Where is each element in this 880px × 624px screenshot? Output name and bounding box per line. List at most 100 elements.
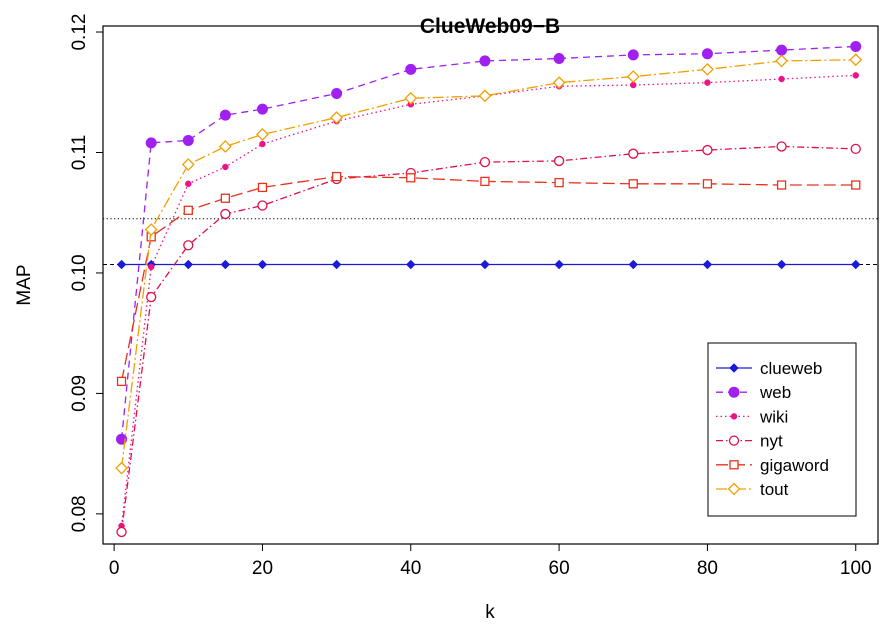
data-point-gigaword bbox=[480, 176, 490, 187]
data-point-wiki bbox=[259, 140, 266, 148]
x-axis: 0 20 40 60 80 100 bbox=[109, 544, 872, 579]
legend-label: web bbox=[759, 383, 791, 402]
series-nyt bbox=[116, 141, 861, 538]
x-tick-label: 60 bbox=[549, 558, 570, 579]
data-point-web bbox=[256, 103, 268, 115]
x-tick-label: 80 bbox=[697, 558, 718, 579]
data-point-web bbox=[145, 137, 157, 149]
data-point-web bbox=[701, 48, 713, 60]
legend-item-wiki: wiki bbox=[716, 407, 788, 426]
reference-lines bbox=[103, 218, 878, 266]
legend-label: nyt bbox=[760, 432, 783, 451]
x-tick-label: 0 bbox=[109, 558, 120, 579]
data-point-clueweb bbox=[480, 259, 490, 270]
data-point-web bbox=[182, 134, 194, 146]
plot-frame bbox=[102, 25, 879, 545]
data-point-gigaword bbox=[406, 173, 416, 183]
data-point-web bbox=[553, 53, 565, 65]
data-point-tout bbox=[144, 223, 158, 237]
data-point-web bbox=[627, 49, 639, 61]
data-point-clueweb bbox=[220, 259, 231, 270]
legend-label: clueweb bbox=[760, 359, 822, 378]
x-tick-label: 100 bbox=[840, 558, 872, 579]
data-point-web bbox=[405, 63, 417, 75]
legend-label: tout bbox=[760, 480, 789, 499]
data-point-nyt bbox=[850, 143, 861, 155]
data-point-tout bbox=[218, 140, 232, 153]
y-axis-label: MAP bbox=[14, 264, 35, 305]
data-point-tout bbox=[849, 53, 863, 67]
data-point-gigaword bbox=[851, 180, 861, 190]
x-axis-label: k bbox=[485, 602, 495, 623]
data-point-nyt bbox=[553, 155, 565, 167]
data-point-clueweb bbox=[628, 259, 638, 270]
legend-marker bbox=[730, 413, 738, 420]
data-point-gigaword bbox=[776, 180, 787, 190]
series-web bbox=[116, 40, 862, 445]
y-tick-label: 0.10 bbox=[69, 254, 90, 291]
data-point-tout bbox=[404, 91, 418, 105]
data-point-tout bbox=[115, 461, 128, 475]
legend-marker bbox=[728, 435, 740, 446]
data-point-tout bbox=[626, 70, 640, 84]
legend-item-gigaword: gigaword bbox=[716, 456, 829, 475]
data-point-wiki bbox=[147, 263, 155, 271]
data-point-nyt bbox=[220, 208, 231, 220]
data-point-nyt bbox=[116, 526, 127, 538]
data-point-clueweb bbox=[554, 259, 564, 270]
data-point-wiki bbox=[185, 180, 192, 188]
data-point-web bbox=[850, 40, 862, 52]
data-point-web bbox=[776, 44, 788, 56]
data-point-clueweb bbox=[116, 259, 127, 270]
data-point-web bbox=[331, 87, 343, 99]
data-point-clueweb bbox=[776, 259, 787, 270]
data-point-gigaword bbox=[220, 193, 231, 203]
legend-marker bbox=[728, 386, 740, 398]
data-point-gigaword bbox=[702, 179, 713, 189]
y-tick-label: 0.11 bbox=[69, 135, 90, 171]
data-point-gigaword bbox=[331, 171, 342, 182]
legend-item-tout: tout bbox=[716, 480, 789, 499]
series-clueweb bbox=[116, 259, 861, 270]
legend-item-web: web bbox=[716, 383, 791, 402]
data-point-gigaword bbox=[257, 182, 268, 193]
legend-marker bbox=[727, 482, 741, 496]
legend: clueweb web wiki nyt gigaword tout bbox=[707, 342, 857, 517]
y-tick-label: 0.08 bbox=[69, 495, 90, 532]
data-point-web bbox=[116, 433, 128, 445]
data-point-tout bbox=[256, 127, 269, 141]
data-point-tout bbox=[552, 76, 566, 90]
x-tick-label: 20 bbox=[252, 558, 273, 579]
legend-label: wiki bbox=[759, 407, 788, 426]
legend-item-clueweb: clueweb bbox=[716, 359, 822, 378]
data-point-gigaword bbox=[554, 177, 564, 188]
x-tick-label: 40 bbox=[400, 558, 421, 579]
data-point-tout bbox=[701, 62, 714, 76]
data-point-tout bbox=[330, 111, 344, 124]
legend-item-nyt: nyt bbox=[716, 432, 783, 451]
data-point-clueweb bbox=[331, 259, 342, 270]
y-tick-label: 0.12 bbox=[69, 14, 90, 51]
data-point-tout bbox=[181, 158, 195, 171]
data-point-wiki bbox=[222, 163, 229, 171]
data-point-clueweb bbox=[183, 259, 193, 270]
data-point-nyt bbox=[776, 141, 787, 152]
data-point-tout bbox=[478, 89, 492, 103]
series-layer bbox=[115, 40, 863, 538]
y-tick-label: 0.09 bbox=[69, 375, 90, 412]
legend-marker bbox=[729, 460, 739, 470]
data-point-clueweb bbox=[257, 259, 268, 270]
series-gigaword bbox=[116, 171, 861, 387]
data-point-gigaword bbox=[628, 179, 638, 189]
data-point-nyt bbox=[146, 291, 157, 303]
data-point-clueweb bbox=[406, 259, 416, 270]
legend-label: gigaword bbox=[760, 456, 829, 475]
data-point-wiki bbox=[778, 75, 785, 83]
series-tout bbox=[115, 53, 863, 475]
data-point-nyt bbox=[702, 144, 713, 156]
data-point-tout bbox=[775, 54, 789, 68]
data-point-web bbox=[219, 109, 231, 121]
legend-marker bbox=[729, 363, 739, 373]
data-point-web bbox=[479, 55, 491, 67]
